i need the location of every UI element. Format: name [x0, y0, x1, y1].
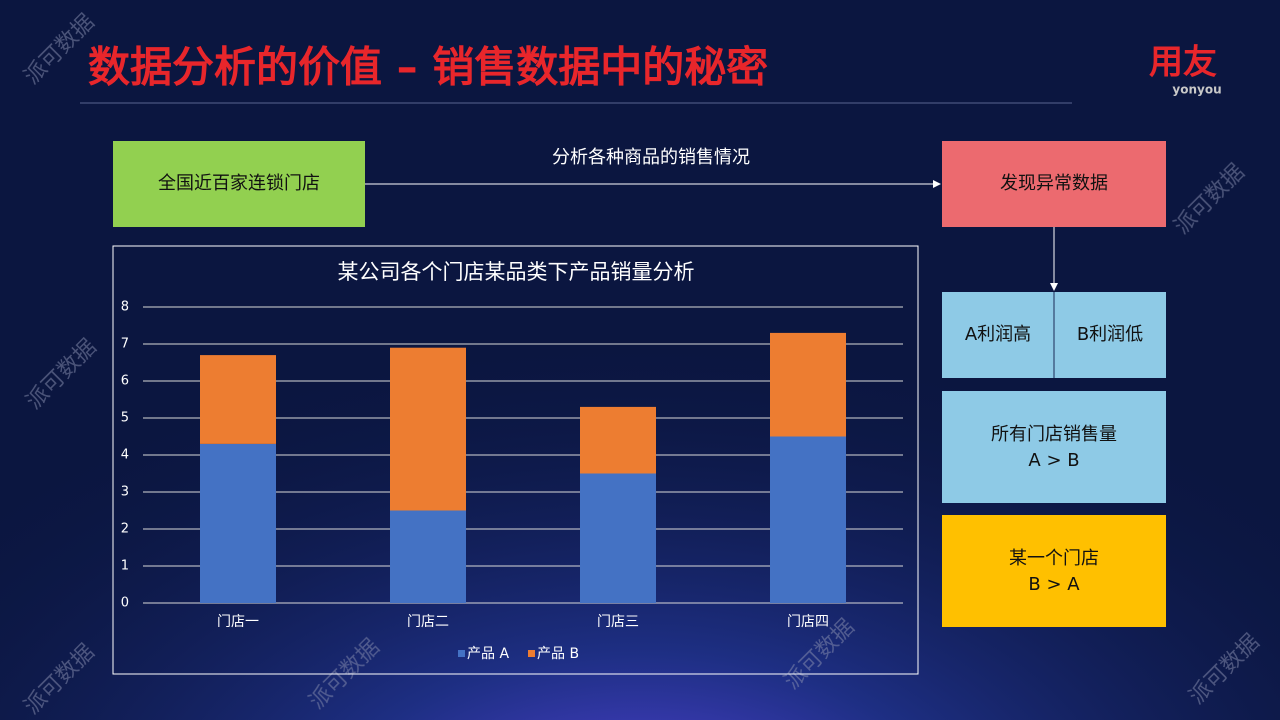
- bar-segment: [200, 443, 276, 603]
- y-tick-label: 6: [121, 374, 129, 389]
- source-label: 全国近百家连锁门店: [158, 173, 320, 194]
- profit-b: B利润低: [1077, 324, 1143, 345]
- legend-label: 产品 A: [467, 646, 509, 662]
- y-tick-label: 1: [121, 559, 129, 574]
- source-box: [113, 141, 365, 227]
- chart-frame: [112, 245, 919, 675]
- bar-segment: [770, 332, 846, 437]
- bar-segment: [390, 510, 466, 603]
- one-store-box: [942, 515, 1166, 627]
- legend-label: 产品 B: [537, 646, 579, 662]
- one-store-line: B > A: [1028, 574, 1080, 595]
- y-tick-label: 3: [121, 485, 129, 500]
- arrow-label: 分析各种商品的销售情况: [552, 147, 750, 168]
- bar-segment: [580, 406, 656, 474]
- slide-title: 数据分析的价值 – 销售数据中的秘密: [88, 43, 768, 92]
- logo: 用友: [1149, 43, 1217, 83]
- legend-swatch: [458, 650, 465, 657]
- x-tick-label: 门店三: [597, 614, 639, 630]
- x-tick-label: 门店二: [407, 614, 449, 630]
- y-tick-label: 0: [121, 596, 129, 611]
- result-label: 发现异常数据: [1000, 173, 1108, 194]
- y-tick-label: 4: [121, 448, 129, 463]
- x-tick-label: 门店一: [217, 614, 259, 630]
- y-tick-label: 7: [121, 337, 129, 352]
- bar-segment: [770, 436, 846, 603]
- y-tick-label: 8: [121, 300, 129, 315]
- one-store-line: 某一个门店: [1009, 548, 1099, 569]
- y-tick-label: 5: [121, 411, 129, 426]
- all-stores-box: [942, 391, 1166, 503]
- result-box: [942, 141, 1166, 227]
- all-stores-line: A > B: [1028, 450, 1079, 471]
- bar-segment: [390, 347, 466, 511]
- legend-swatch: [528, 650, 535, 657]
- bar-segment: [200, 355, 276, 444]
- bar-segment: [580, 473, 656, 603]
- all-stores-line: 所有门店销售量: [991, 424, 1117, 445]
- y-tick-label: 2: [121, 522, 129, 537]
- chart-title: 某公司各个门店某品类下产品销量分析: [338, 260, 695, 284]
- logo-sub: yonyou: [1172, 83, 1221, 97]
- x-tick-label: 门店四: [787, 614, 829, 630]
- profit-a: A利润高: [965, 324, 1031, 345]
